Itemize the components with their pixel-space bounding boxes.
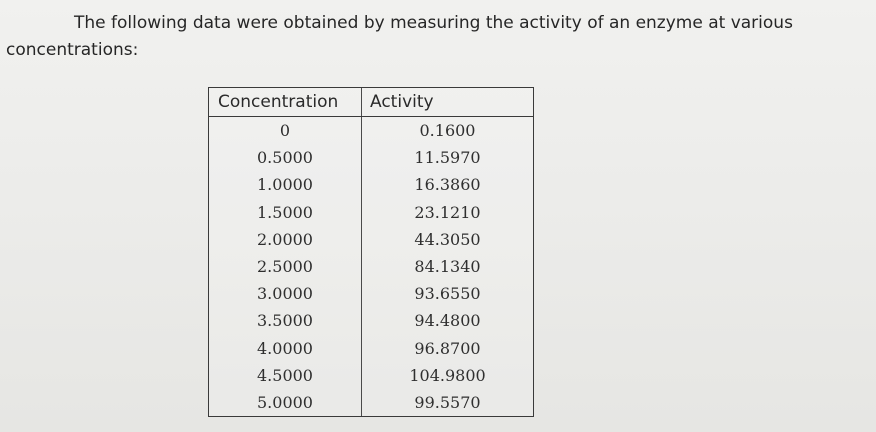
activity-cell: 93.6550 bbox=[414, 284, 481, 304]
table-row: 2.0000 44.3050 bbox=[209, 227, 533, 254]
activity-cell: 11.5970 bbox=[414, 148, 481, 168]
concentration-cell: 0 bbox=[279, 121, 291, 140]
intro-line-2: concentrations: bbox=[6, 40, 139, 60]
intro-line-1: The following data were obtained by meas… bbox=[74, 13, 793, 33]
activity-cell: 84.1340 bbox=[414, 256, 481, 276]
activity-cell: 104.9800 bbox=[409, 365, 486, 385]
table-row: 1.5000 23.1210 bbox=[209, 200, 533, 227]
activity-cell: 94.4800 bbox=[414, 311, 481, 331]
activity-cell: 99.5570 bbox=[414, 392, 481, 412]
concentration-cell: 5.0000 bbox=[257, 392, 313, 412]
table-row: 1.0000 16.3860 bbox=[209, 172, 533, 199]
activity-cell: 44.3050 bbox=[414, 229, 481, 249]
table-row: 4.0000 96.8700 bbox=[209, 336, 533, 363]
activity-cell: 23.1210 bbox=[414, 202, 481, 222]
table-row: 3.0000 93.6550 bbox=[209, 281, 533, 308]
concentration-cell: 4.5000 bbox=[257, 365, 313, 385]
table-row: 4.5000 104.9800 bbox=[209, 363, 533, 390]
activity-cell: 16.3860 bbox=[414, 175, 481, 195]
concentration-cell: 4.0000 bbox=[257, 338, 313, 358]
activity-cell: 0.1600 bbox=[419, 121, 476, 140]
intro-paragraph: The following data were obtained by meas… bbox=[6, 10, 866, 64]
table-row: 5.0000 99.5570 bbox=[209, 390, 533, 417]
table-body: 0 0.1600 0.5000 11.5970 1.0000 16.3860 1… bbox=[209, 118, 533, 417]
table-row: 2.5000 84.1340 bbox=[209, 254, 533, 281]
table-row: 3.5000 94.4800 bbox=[209, 308, 533, 335]
table-row: 0 0.1600 bbox=[209, 118, 533, 145]
concentration-cell: 2.5000 bbox=[257, 256, 313, 276]
activity-cell: 96.8700 bbox=[414, 338, 481, 358]
column-divider bbox=[361, 88, 362, 416]
concentration-cell: 1.5000 bbox=[257, 202, 313, 222]
header-concentration: Concentration bbox=[218, 92, 339, 112]
enzyme-activity-table: Concentration Activity 0 0.1600 0.5000 1… bbox=[208, 87, 534, 417]
table-row: 0.5000 11.5970 bbox=[209, 145, 533, 172]
concentration-cell: 3.0000 bbox=[257, 284, 313, 304]
concentration-cell: 3.5000 bbox=[257, 311, 313, 331]
concentration-cell: 2.0000 bbox=[257, 229, 313, 249]
concentration-cell: 1.0000 bbox=[257, 175, 313, 195]
header-activity: Activity bbox=[370, 92, 434, 112]
table-header-row: Concentration Activity bbox=[209, 88, 533, 117]
concentration-cell: 0.5000 bbox=[257, 148, 313, 168]
